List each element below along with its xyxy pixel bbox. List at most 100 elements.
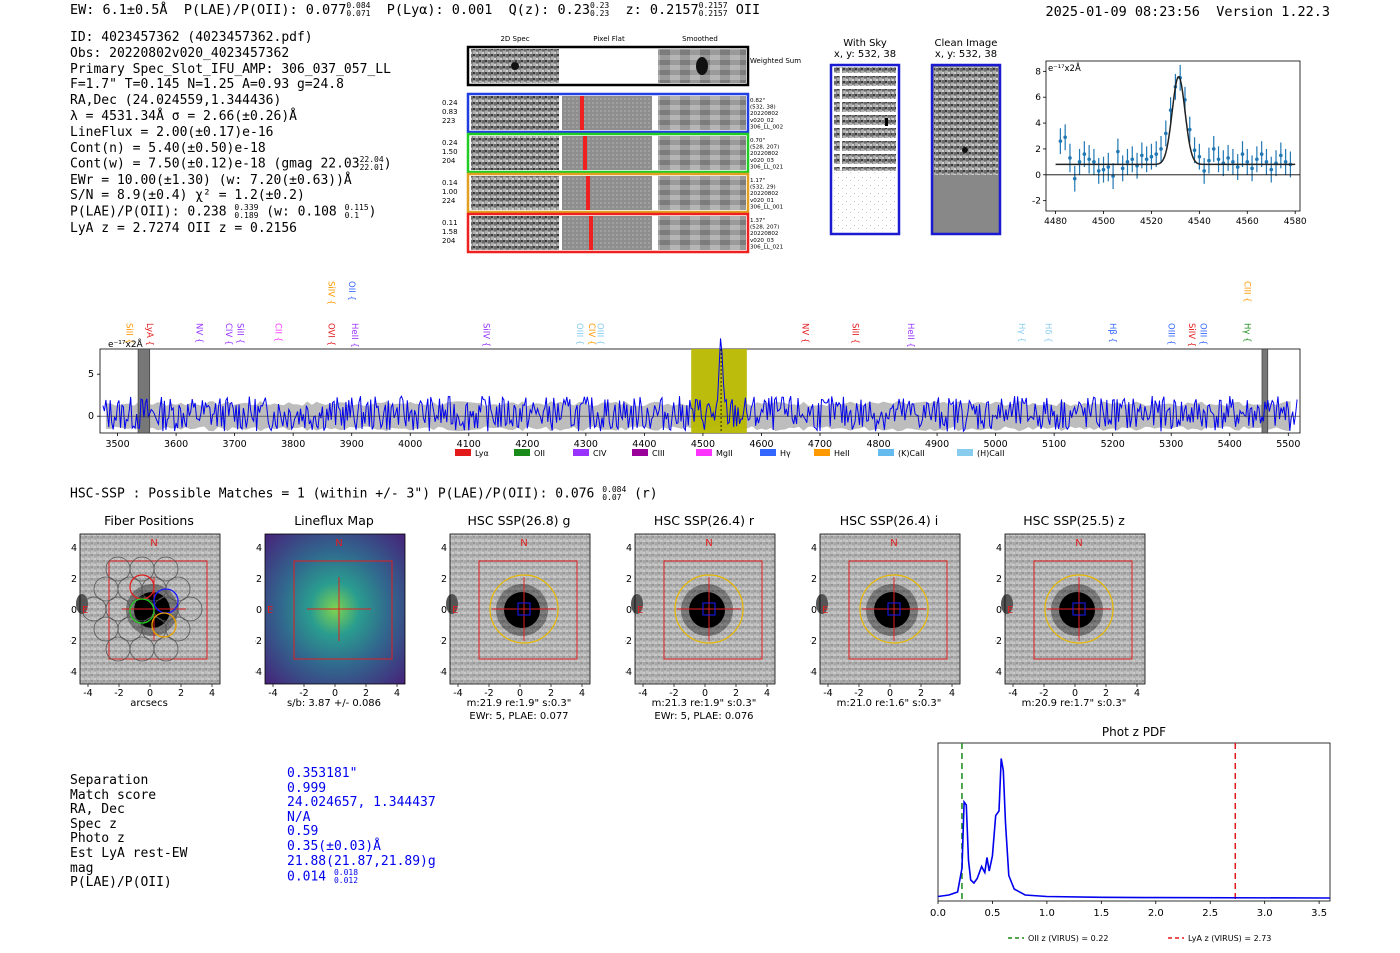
zoom-point <box>1211 147 1216 151</box>
zoom-ytick-label: 2 <box>1035 145 1041 155</box>
value-spec-z: N/A <box>287 809 311 825</box>
line-label: Hγ { <box>1241 323 1251 343</box>
zoom-point <box>1140 153 1144 158</box>
full-xtick-label: 4200 <box>515 439 539 450</box>
panel-xtick-label: -2 <box>1039 688 1048 699</box>
match-box <box>1072 602 1086 616</box>
z-range: 0.2157 0.2157 <box>698 1 728 18</box>
panel-ytick-label: 0 <box>626 605 632 616</box>
ew-value: EW: 6.1±0.5Å <box>70 2 168 18</box>
line-label: OII { <box>346 281 356 301</box>
legend-label: Hγ <box>780 449 791 458</box>
spec-row-2d <box>471 176 559 210</box>
masked-region <box>137 348 151 434</box>
panel-ytick-label: 4 <box>996 543 1002 554</box>
hsc-panel-caption: s/b: 3.87 +/- 0.086 <box>286 698 382 709</box>
spec-row-side: 20220802 <box>750 151 778 157</box>
zoom-point <box>1068 156 1072 160</box>
detection-id: ID: 4023457362 (4023457362.pdf) <box>70 30 313 45</box>
legend-label: CIV <box>593 449 607 458</box>
zoom-point <box>1072 176 1077 181</box>
full-xtick-label: 4500 <box>691 439 715 450</box>
hsc-panel-image: N E -4 -4 -2 -2 0 0 2 2 4 4 <box>440 533 591 699</box>
hsc-panel-image: N E -4 -4 -2 -2 0 0 2 2 4 4 <box>995 533 1146 699</box>
value-mag: 21.88(21.87,21.89)g <box>287 853 436 869</box>
panel-ytick-label: 0 <box>996 605 1002 616</box>
zoom-point <box>1154 152 1159 156</box>
match-box <box>517 602 531 616</box>
source-blob <box>1059 592 1095 628</box>
neighbor-source <box>76 594 88 614</box>
photz-frame <box>937 742 1331 902</box>
full-xtick-label: 3700 <box>223 439 247 450</box>
zoom-point <box>1264 160 1269 164</box>
value-ra-dec: 24.024657, 1.344437 <box>287 795 436 811</box>
match-circle <box>489 574 559 644</box>
aperture-box <box>108 560 208 660</box>
zoom-point <box>1106 165 1111 169</box>
zoom-point <box>1092 160 1096 164</box>
zoom-xtick-label: 4500 <box>1092 217 1115 227</box>
photz-xtick-label: 3.0 <box>1257 908 1273 919</box>
clean-image-title: Clean Image x, y: 532, 38 <box>934 38 998 60</box>
zoom-point <box>1159 147 1163 151</box>
line-label: SiII { <box>849 323 859 344</box>
spec-row-marker <box>583 136 587 170</box>
match-circle <box>859 574 929 644</box>
panel-xtick-label: 2 <box>1103 688 1109 699</box>
aperture-box <box>293 560 393 660</box>
hsc-panel-image: N E -4 -4 -2 -2 0 0 2 2 4 4 <box>810 533 961 699</box>
label-spec-z: Spec z <box>70 816 117 832</box>
full-xtick-label: 4700 <box>808 439 832 450</box>
primary-spec: Primary Spec_Slot_IFU_AMP: 306_037_057_L… <box>70 61 391 77</box>
legend-swatch <box>696 449 712 456</box>
cont-n: Cont(n) = 5.40(±0.50)e-18 <box>70 140 266 156</box>
line-label: SiII { <box>235 323 245 344</box>
source-blob <box>689 592 725 628</box>
north-label: N <box>335 538 342 549</box>
zoom-point <box>1216 157 1221 162</box>
zoom-point <box>1101 167 1106 172</box>
zoom-point <box>1058 139 1063 143</box>
spec-row-side: 306_LL_002 <box>750 124 783 130</box>
zoom-point <box>1164 131 1168 136</box>
panel-xtick-label: -2 <box>299 688 308 699</box>
line-label: OVI { <box>325 323 335 346</box>
line-label-text: LyA { <box>144 323 154 346</box>
redshifts: LyA z = 2.7274 OII z = 0.2156 <box>70 220 297 236</box>
panel-ytick-label: 2 <box>71 574 77 585</box>
panel-xtick-label: -2 <box>854 688 863 699</box>
spec-row-value: 0.14 <box>442 179 458 187</box>
aperture-box <box>478 560 578 660</box>
full-xtick-label: 4300 <box>574 439 598 450</box>
match-circle <box>674 574 744 644</box>
weighted-sum-row: Weighted Sum <box>466 45 801 87</box>
zoom-point <box>1096 169 1101 173</box>
zoom-point <box>1231 160 1235 164</box>
legend-swatch <box>455 449 471 456</box>
line-label: CIV { <box>223 323 233 345</box>
hsc-panel-caption: m:20.9 re:1.7" s:0.3" <box>1021 698 1127 709</box>
line-label: SiIV { <box>1186 323 1196 347</box>
summary-header: EW: 6.1±0.5Å P(LAE)/P(OII): 0.077 0.084 0.… <box>70 1 760 19</box>
panel-xtick-label: 0 <box>1072 688 1078 699</box>
panel-xtick-label: 2 <box>733 688 739 699</box>
zoom-point <box>1192 148 1197 153</box>
panel-ytick-label: -4 <box>255 667 262 678</box>
panel-xtick-label: 4 <box>394 688 400 699</box>
panel-ytick-label: 4 <box>71 543 77 554</box>
panel-ytick-label: -2 <box>995 636 1002 647</box>
zoom-point <box>1259 152 1264 156</box>
fiber-circle <box>153 556 179 582</box>
with-sky-image <box>829 63 901 236</box>
spec-row-side: v020_02 <box>750 118 774 124</box>
photz-legend-label: LyA z (VIRUS) = 2.73 <box>1188 934 1271 943</box>
header-meta: 2025-01-09 08:23:56 Version 1.22.3 <box>1046 4 1331 20</box>
spec-row-side: 20220802 <box>750 111 778 117</box>
panel-ytick-label: 2 <box>626 574 632 585</box>
line-label-text: HeII { <box>349 323 359 348</box>
aperture-box <box>663 560 763 660</box>
